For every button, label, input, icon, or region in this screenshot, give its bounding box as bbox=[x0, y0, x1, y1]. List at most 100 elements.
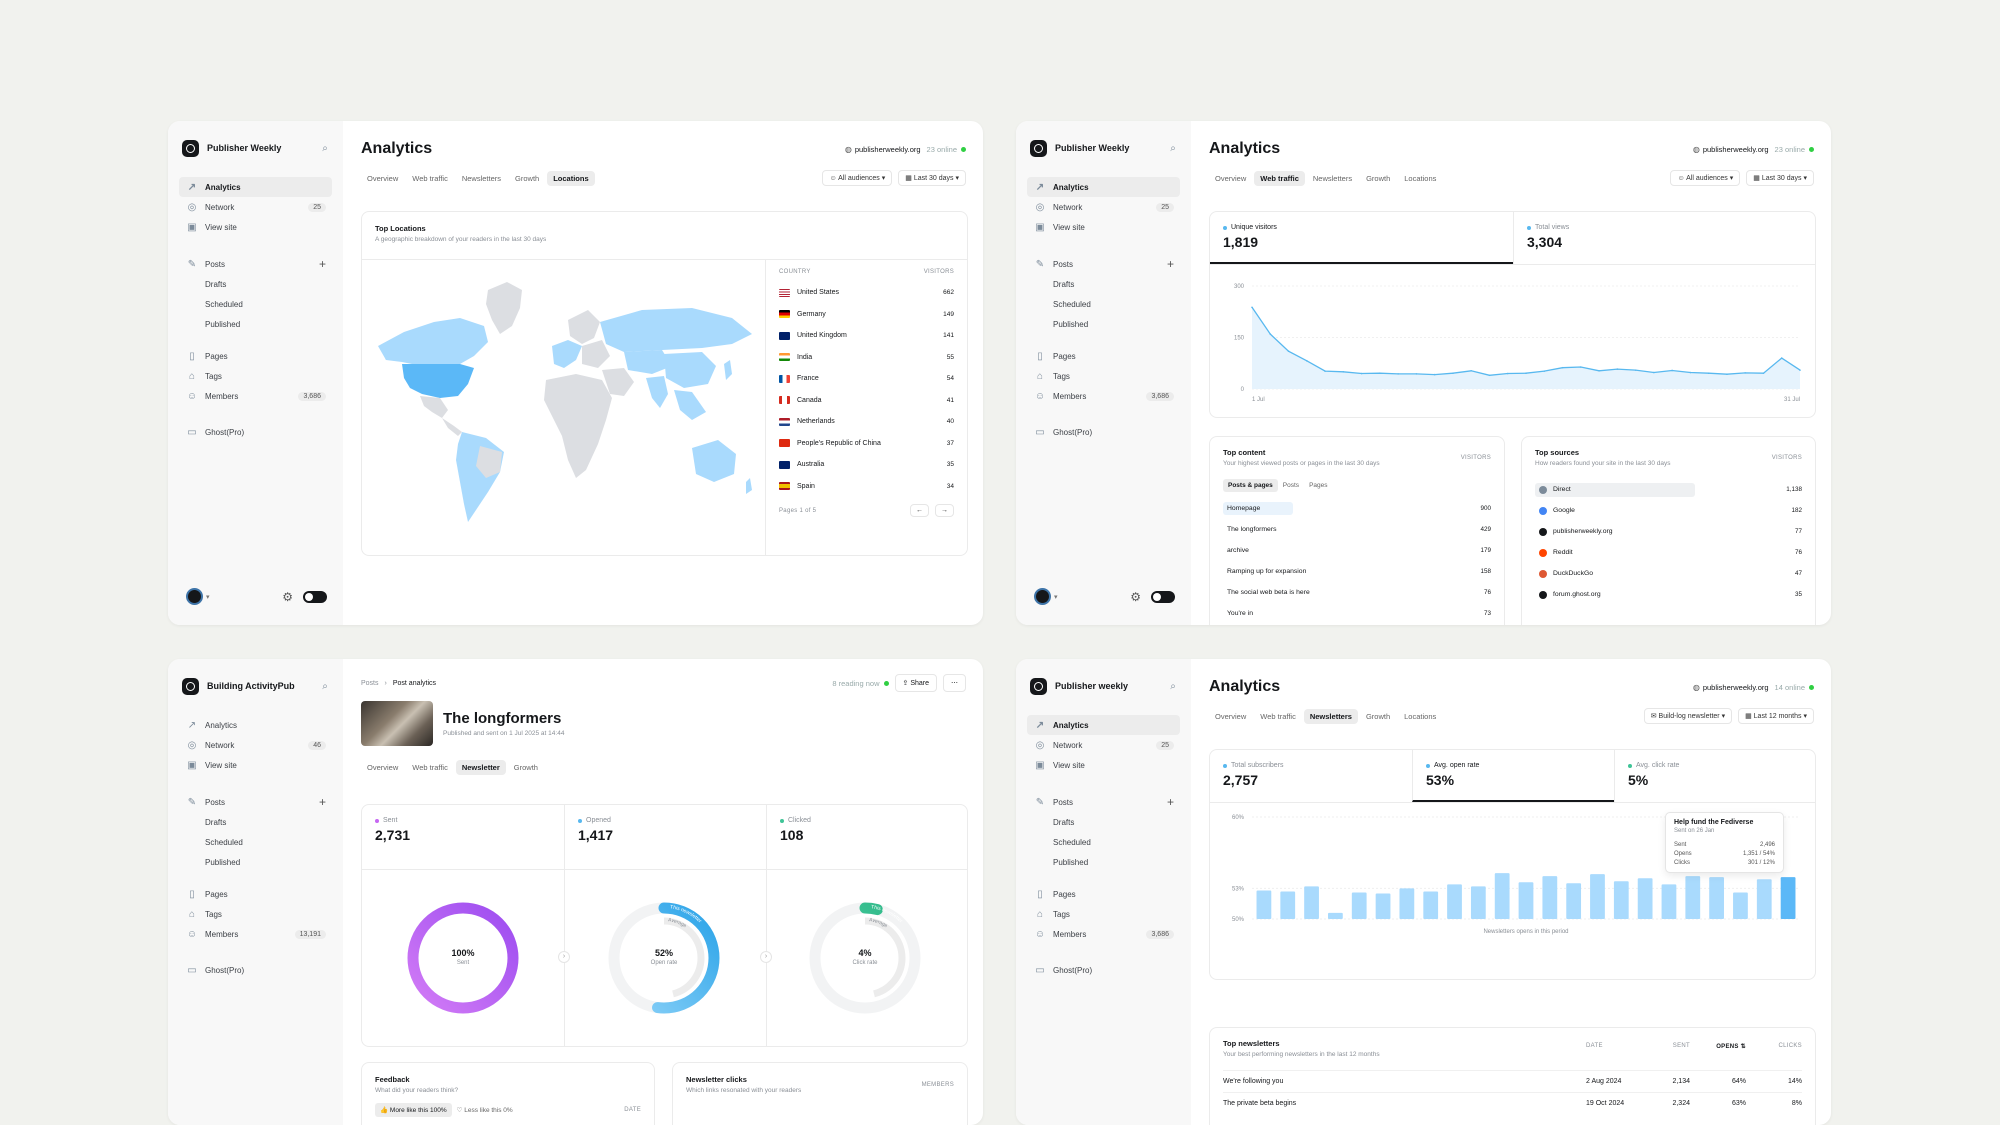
country-row[interactable]: United Kingdom 141 bbox=[779, 325, 954, 347]
opens-bar[interactable] bbox=[1637, 878, 1653, 919]
tab-newsletters[interactable]: Newsletters bbox=[1303, 708, 1358, 724]
opens-bar[interactable] bbox=[1280, 891, 1296, 919]
prev-page-button[interactable]: ← bbox=[910, 504, 929, 517]
visitors-point[interactable] bbox=[1342, 371, 1345, 373]
visitors-point[interactable] bbox=[1324, 370, 1326, 372]
tab-newsletters[interactable]: Newsletters bbox=[461, 173, 502, 183]
sidebar-item-ghost-pro[interactable]: ▭ Ghost(Pro) bbox=[179, 960, 332, 980]
sidebar-item-ghost-pro[interactable]: ▭ Ghost(Pro) bbox=[1027, 422, 1180, 442]
country-row[interactable]: Spain 34 bbox=[779, 476, 954, 498]
gear-icon[interactable]: ⚙ bbox=[282, 589, 293, 604]
country-row[interactable]: France 54 bbox=[779, 368, 954, 390]
country-row[interactable]: Canada 41 bbox=[779, 390, 954, 412]
kpi-opened[interactable]: Opened 1,417 bbox=[564, 805, 766, 857]
tab-newsletters[interactable]: Newsletters bbox=[1312, 173, 1353, 183]
opens-bar[interactable] bbox=[1780, 877, 1796, 919]
visitors-point[interactable] bbox=[1561, 366, 1564, 369]
content-row[interactable]: You're in 73 bbox=[1223, 603, 1491, 624]
sidebar-item-published[interactable]: Published bbox=[1027, 314, 1180, 334]
chevron-down-icon[interactable]: ▾ bbox=[206, 593, 210, 601]
newsletter-select[interactable]: ✉ Build-log newsletter ▾ bbox=[1643, 708, 1733, 724]
sidebar-item-tags[interactable]: ⌂ Tags bbox=[179, 366, 332, 386]
visitors-point[interactable] bbox=[1525, 372, 1527, 375]
tab-web-traffic[interactable]: Web traffic bbox=[412, 173, 448, 183]
tab-overview[interactable]: Overview bbox=[1215, 711, 1247, 721]
add-post-icon[interactable]: + bbox=[1166, 795, 1174, 809]
source-row[interactable]: publisherweekly.org 77 bbox=[1535, 521, 1802, 542]
more-like-this-tab[interactable]: 👍 More like this 100% bbox=[375, 1103, 452, 1117]
sidebar-item-network[interactable]: ◎ Network 25 bbox=[179, 197, 332, 217]
sidebar-item-network[interactable]: ◎ Network 25 bbox=[1027, 735, 1180, 755]
sidebar-item-analytics[interactable]: ↗ Analytics bbox=[179, 177, 332, 197]
visitors-point[interactable] bbox=[1653, 371, 1655, 374]
sidebar-item-analytics[interactable]: ↗ Analytics bbox=[1027, 177, 1180, 197]
tab-overview[interactable]: Overview bbox=[367, 173, 399, 183]
sidebar-item-posts[interactable]: ✎ Posts + bbox=[179, 254, 332, 274]
visitors-point[interactable] bbox=[1598, 370, 1600, 372]
tab-growth[interactable]: Growth bbox=[513, 762, 538, 772]
visitors-point[interactable] bbox=[1707, 372, 1710, 375]
dark-mode-toggle[interactable] bbox=[1151, 590, 1175, 603]
kpi-unique-visitors[interactable]: Unique visitors 1,819 bbox=[1210, 212, 1513, 264]
visitors-point[interactable] bbox=[1433, 373, 1436, 376]
opens-bar[interactable] bbox=[1328, 912, 1343, 919]
sidebar-item-published[interactable]: Published bbox=[1027, 852, 1180, 872]
country-row[interactable]: Germany 149 bbox=[779, 304, 954, 326]
brand[interactable]: Building ActivityPub ⌕ bbox=[179, 677, 332, 695]
visitors-point[interactable] bbox=[1397, 373, 1399, 375]
site-link[interactable]: ◍ publisherweekly.org bbox=[845, 145, 921, 154]
visitors-point[interactable] bbox=[1799, 369, 1801, 371]
tab-growth[interactable]: Growth bbox=[1365, 711, 1391, 721]
visitors-point[interactable] bbox=[1543, 370, 1546, 372]
sidebar-item-network[interactable]: ◎ Network 46 bbox=[179, 735, 332, 755]
kpi-sent[interactable]: Sent 2,731 bbox=[362, 805, 564, 857]
opens-bar[interactable] bbox=[1613, 881, 1629, 919]
add-post-icon[interactable]: + bbox=[1166, 257, 1174, 271]
sidebar-item-view-site[interactable]: ▣ View site bbox=[179, 755, 332, 775]
date-range-filter[interactable]: ▦ Last 30 days ▾ bbox=[1746, 170, 1814, 186]
content-row[interactable]: archive 179 bbox=[1223, 540, 1491, 561]
opens-bar[interactable] bbox=[1351, 892, 1367, 919]
visitors-point[interactable] bbox=[1671, 369, 1673, 372]
sidebar-item-scheduled[interactable]: Scheduled bbox=[1027, 294, 1180, 314]
country-row[interactable]: United States 662 bbox=[779, 282, 954, 304]
source-row[interactable]: forum.ghost.org 35 bbox=[1535, 584, 1802, 605]
search-icon[interactable]: ⌕ bbox=[322, 680, 328, 692]
visitors-point[interactable] bbox=[1415, 373, 1418, 375]
tab-web-traffic[interactable]: Web traffic bbox=[1254, 170, 1305, 186]
visitors-point[interactable] bbox=[1287, 350, 1290, 353]
visitors-point[interactable] bbox=[1269, 333, 1272, 335]
source-row[interactable]: Direct 1,138 bbox=[1535, 479, 1802, 500]
tab-locations[interactable]: Locations bbox=[1404, 711, 1437, 721]
opens-bar[interactable] bbox=[1494, 873, 1510, 919]
visitors-point[interactable] bbox=[1616, 368, 1619, 370]
country-row[interactable]: India 55 bbox=[779, 347, 954, 369]
sidebar-item-view-site[interactable]: ▣ View site bbox=[1027, 755, 1180, 775]
sidebar-item-analytics[interactable]: ↗ Analytics bbox=[1027, 715, 1180, 735]
next-page-button[interactable]: → bbox=[935, 504, 954, 517]
sidebar-item-drafts[interactable]: Drafts bbox=[1027, 274, 1180, 294]
sidebar-item-posts[interactable]: ✎ Posts + bbox=[1027, 792, 1180, 812]
newsletter-row[interactable]: The private beta begins 19 Oct 2024 2,324 6… bbox=[1223, 1092, 1802, 1114]
donut-arc[interactable] bbox=[809, 902, 921, 1014]
country-row[interactable]: Netherlands 40 bbox=[779, 411, 954, 433]
donut-arc[interactable] bbox=[407, 902, 519, 1014]
sidebar-item-scheduled[interactable]: Scheduled bbox=[179, 832, 332, 852]
brand[interactable]: Publisher Weekly ⌕ bbox=[179, 139, 332, 157]
sidebar-item-ghost-pro[interactable]: ▭ Ghost(Pro) bbox=[179, 422, 332, 442]
opens-bar[interactable] bbox=[1756, 879, 1772, 919]
tab-overview[interactable]: Overview bbox=[367, 762, 399, 772]
sidebar-item-members[interactable]: ☺ Members 3,686 bbox=[179, 386, 332, 406]
tab-locations[interactable]: Locations bbox=[547, 170, 595, 186]
less-like-this-tab[interactable]: ♡ Less like this 0% bbox=[456, 1107, 513, 1114]
opens-bar[interactable] bbox=[1590, 874, 1605, 919]
sidebar-item-view-site[interactable]: ▣ View site bbox=[1027, 217, 1180, 237]
opens-bar[interactable] bbox=[1542, 876, 1558, 919]
content-row[interactable]: The longformers 429 bbox=[1223, 519, 1491, 540]
tab-pages[interactable]: Pages bbox=[1309, 482, 1328, 489]
newsletter-row[interactable]: We're following you 2 Aug 2024 2,134 64% 14% bbox=[1223, 1070, 1802, 1092]
sidebar-item-drafts[interactable]: Drafts bbox=[179, 274, 332, 294]
more-options-button[interactable]: ⋯ bbox=[943, 674, 966, 692]
sidebar-item-scheduled[interactable]: Scheduled bbox=[179, 294, 332, 314]
visitors-point[interactable] bbox=[1506, 372, 1509, 375]
